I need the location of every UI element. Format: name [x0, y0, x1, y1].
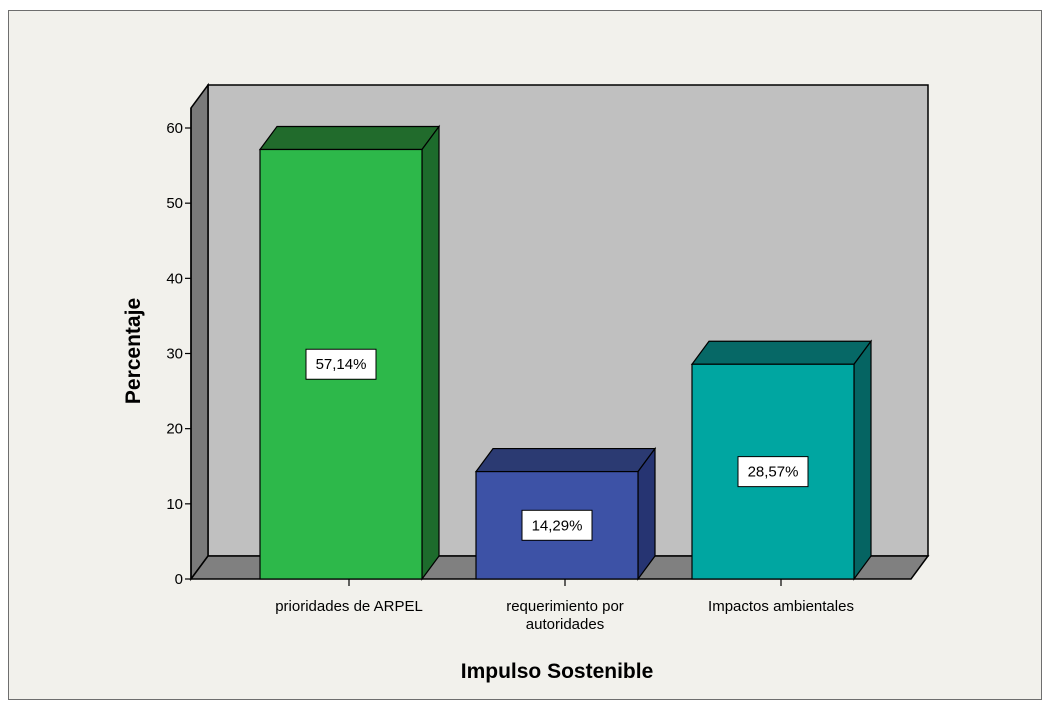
y-tick-label: 30 — [166, 346, 183, 363]
bars: 57,14% 14,29% 28,57% — [258, 124, 873, 581]
y-tick-label: 10 — [166, 496, 183, 513]
y-tick-label: 60 — [166, 120, 183, 137]
y-tick-label: 0 — [175, 571, 183, 588]
y-axis: 0 10 20 30 40 50 60 — [166, 108, 192, 588]
bar-chart: 0 10 20 30 40 50 60 57,14% 14,29% 28,57% priorid… — [122, 82, 930, 683]
x-tick-label: prioridades de ARPEL — [275, 598, 423, 615]
bar: 57,14% — [258, 124, 441, 581]
plot-side-wall — [190, 82, 209, 582]
data-label: 57,14% — [316, 356, 367, 373]
data-label: 28,57% — [748, 464, 799, 481]
bar-top-face — [258, 125, 441, 151]
x-axis-title: Impulso Sostenible — [461, 660, 654, 683]
x-tick-label: requerimiento por — [506, 598, 624, 615]
x-tick-label: autoridades — [526, 616, 604, 633]
y-axis-title: Percentaje — [122, 298, 145, 404]
bar: 14,29% — [474, 446, 657, 581]
y-tick-label: 50 — [166, 195, 183, 212]
bar-side-face — [421, 124, 440, 581]
bar-top-face — [690, 340, 873, 365]
chart-frame: 0 10 20 30 40 50 60 57,14% 14,29% 28,57% priorid… — [8, 10, 1042, 700]
data-label-box — [305, 348, 377, 380]
bar-side-face — [853, 339, 872, 581]
data-label-box — [737, 456, 809, 488]
data-label-box — [521, 509, 593, 541]
bar: 28,57% — [690, 339, 873, 581]
y-tick-label: 20 — [166, 421, 183, 438]
x-tick-label: Impactos ambientales — [708, 598, 854, 615]
data-label: 14,29% — [532, 517, 583, 534]
x-axis-categories: prioridades de ARPEL requerimiento poraut… — [275, 579, 854, 633]
bar-top-face — [474, 447, 657, 473]
y-tick-label: 40 — [166, 270, 183, 287]
bar-side-face — [637, 446, 656, 581]
